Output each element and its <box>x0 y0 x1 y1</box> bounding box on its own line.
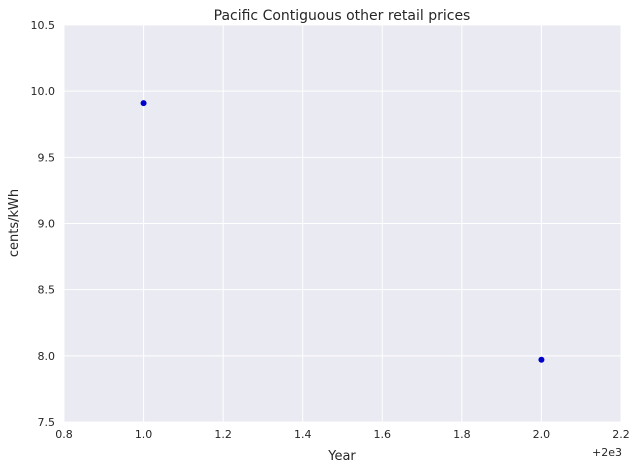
y-tick-label: 9.5 <box>38 151 56 164</box>
y-tick-labels: 7.5 8.0 8.5 9.0 9.5 10.0 10.5 <box>31 19 56 429</box>
y-axis-label: cents/kWh <box>7 189 22 257</box>
x-axis-offset-label: +2e3 <box>592 446 622 459</box>
y-tick-label: 7.5 <box>38 416 56 429</box>
y-tick-label: 10.5 <box>31 19 56 32</box>
data-point <box>538 356 545 363</box>
x-tick-label: 2.0 <box>533 428 551 441</box>
x-tick-label: 1.2 <box>214 428 232 441</box>
x-tick-label: 1.8 <box>453 428 471 441</box>
x-tick-label: 1.4 <box>294 428 312 441</box>
y-tick-label: 8.0 <box>38 350 56 363</box>
data-point <box>140 100 147 107</box>
y-tick-label: 9.0 <box>38 218 56 231</box>
x-tick-label: 1.6 <box>374 428 392 441</box>
y-tick-label: 10.0 <box>31 85 56 98</box>
chart-title: Pacific Contiguous other retail prices <box>214 8 471 24</box>
x-axis-label: Year <box>327 449 356 464</box>
data-points <box>140 100 545 363</box>
x-tick-label: 0.8 <box>55 428 73 441</box>
x-tick-label: 1.0 <box>135 428 153 441</box>
x-tick-label: 2.2 <box>612 428 630 441</box>
y-tick-label: 8.5 <box>38 284 56 297</box>
grid-lines <box>63 24 622 423</box>
x-tick-labels: 0.8 1.0 1.2 1.4 1.6 1.8 2.0 2.2 <box>55 428 630 441</box>
